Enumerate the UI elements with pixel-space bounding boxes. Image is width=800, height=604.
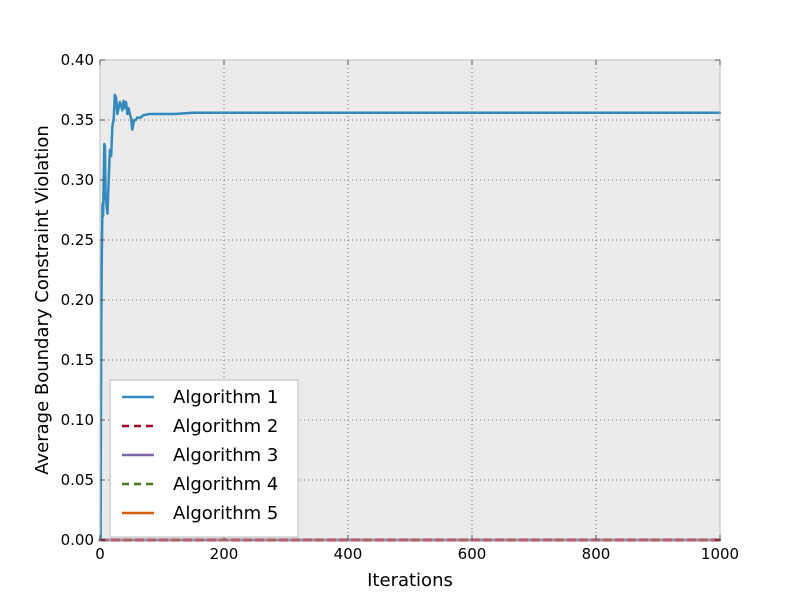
legend-label: Algorithm 5: [173, 503, 278, 524]
x-tick-label: 400: [334, 545, 363, 563]
y-tick-label: 0.05: [61, 471, 94, 489]
x-tick-label: 0: [95, 545, 105, 563]
grid-lines: [100, 60, 720, 540]
series-line-algorithm-1: [99, 93, 722, 542]
x-axis-label: Iterations: [367, 570, 453, 591]
y-tick-label: 0.30: [61, 171, 94, 189]
legend-label: Algorithm 4: [173, 474, 278, 495]
y-tick-label: 0.40: [61, 51, 94, 69]
axis-ticks: 0 200 400 600 800 1000 0.00 0.05 0.10 0.15 0.20 0.2…: [61, 51, 740, 563]
legend: Algorithm 1 Algorithm 2 Algorithm 3 Algorit…: [109, 379, 299, 538]
y-tick-label: 0.35: [61, 111, 94, 129]
legend-label: Algorithm 3: [173, 445, 278, 466]
x-tick-label: 600: [458, 545, 487, 563]
y-tick-label: 0.15: [61, 351, 94, 369]
y-tick-label: 0.10: [61, 411, 94, 429]
y-axis-label: Average Boundary Constraint Violation: [32, 125, 53, 475]
x-tick-label: 200: [210, 545, 239, 563]
y-tick-label: 0.25: [61, 231, 94, 249]
x-tick-label: 1000: [701, 545, 739, 563]
legend-box: [109, 379, 299, 538]
x-tick-label: 800: [582, 545, 611, 563]
y-tick-label: 0.20: [61, 291, 94, 309]
legend-label: Algorithm 2: [173, 416, 278, 437]
y-tick-label: 0.00: [61, 531, 94, 549]
legend-label: Algorithm 1: [173, 387, 278, 408]
